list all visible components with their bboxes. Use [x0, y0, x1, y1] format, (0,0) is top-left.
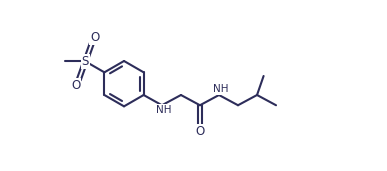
Text: NH: NH	[214, 84, 229, 94]
Text: O: O	[71, 79, 80, 92]
Text: O: O	[90, 31, 99, 44]
Text: S: S	[82, 55, 89, 68]
Text: NH: NH	[156, 105, 171, 115]
Text: O: O	[195, 125, 205, 138]
